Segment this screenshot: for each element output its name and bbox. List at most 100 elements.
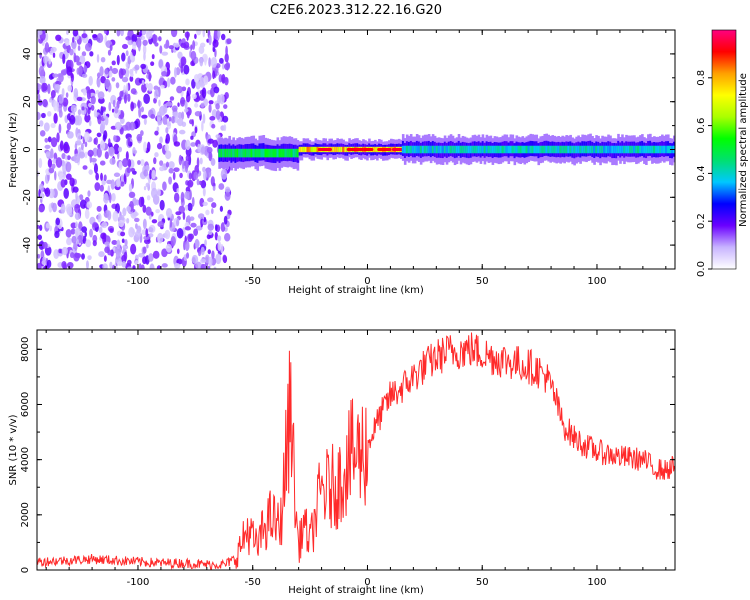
heatmap-cell bbox=[134, 259, 139, 266]
heatmap-cell bbox=[175, 211, 182, 216]
heatmap-cell bbox=[567, 145, 570, 154]
heatmap-cell bbox=[467, 145, 471, 154]
heatmap-cell bbox=[112, 99, 116, 108]
heatmap-cell bbox=[108, 101, 112, 112]
heatmap-cell bbox=[208, 151, 213, 162]
heatmap-cell bbox=[92, 223, 99, 228]
colorbar-label: Normalized spectral amplitude bbox=[738, 73, 749, 227]
heatmap-cell bbox=[121, 261, 127, 268]
heatmap-cell bbox=[143, 52, 146, 61]
heatmap-cell bbox=[160, 84, 165, 89]
heatmap-cell bbox=[258, 148, 262, 158]
heatmap-cell bbox=[70, 228, 76, 235]
heatmap-cell bbox=[154, 89, 159, 100]
heatmap-cell bbox=[549, 145, 553, 154]
heatmap-cell bbox=[180, 64, 184, 74]
heatmap-cell bbox=[607, 145, 610, 154]
heatmap-cell bbox=[185, 139, 191, 151]
heatmap-cell bbox=[90, 95, 96, 105]
heatmap-cell bbox=[220, 33, 226, 41]
heatmap-cell bbox=[61, 246, 68, 256]
heatmap-cell bbox=[151, 54, 155, 60]
spectrogram-heatmap bbox=[37, 30, 675, 269]
heatmap-cell bbox=[37, 111, 41, 121]
heatmap-cell bbox=[39, 75, 46, 85]
heatmap-cell bbox=[159, 199, 165, 211]
snr-plot-area bbox=[37, 330, 675, 570]
heatmap-cell bbox=[250, 148, 254, 158]
heatmap-cell bbox=[161, 51, 169, 56]
heatmap-cell bbox=[286, 148, 290, 158]
heatmap-cell bbox=[433, 145, 437, 154]
heatmap-cell bbox=[421, 145, 425, 154]
heatmap-cell bbox=[148, 253, 154, 262]
heatmap-cell bbox=[87, 106, 91, 115]
heatmap-cell bbox=[242, 148, 246, 158]
heatmap-cell bbox=[557, 145, 560, 154]
heatmap-cell bbox=[87, 255, 92, 261]
y-tick-label: 40 bbox=[22, 48, 33, 61]
heatmap-cell bbox=[109, 44, 113, 52]
heatmap-cell bbox=[156, 111, 162, 122]
heatmap-cell bbox=[479, 145, 483, 154]
heatmap-cell bbox=[126, 266, 133, 269]
heatmap-cell bbox=[126, 217, 130, 224]
heatmap-cell bbox=[130, 88, 137, 95]
heatmap-cell bbox=[605, 145, 608, 154]
heatmap-cell bbox=[47, 111, 52, 117]
heatmap-cell bbox=[143, 235, 150, 241]
heatmap-cell bbox=[101, 221, 108, 229]
heatmap-cell bbox=[124, 239, 128, 247]
colorbar-tick-label: 0.4 bbox=[696, 165, 707, 181]
heatmap-cell bbox=[127, 93, 131, 102]
colorbar-tick-label: 0.2 bbox=[696, 213, 707, 229]
heatmap-cell bbox=[165, 101, 173, 107]
heatmap-cell bbox=[70, 72, 74, 79]
heatmap-cell bbox=[126, 167, 132, 174]
heatmap-cell bbox=[168, 45, 174, 50]
heatmap-cell bbox=[599, 145, 602, 154]
heatmap-cell bbox=[44, 144, 51, 149]
heatmap-cell bbox=[334, 146, 337, 153]
heatmap-cell bbox=[615, 145, 618, 154]
snr-frame bbox=[36, 329, 676, 571]
heatmap-cell bbox=[109, 261, 113, 269]
heatmap-cell bbox=[427, 145, 431, 154]
heatmap-cell bbox=[487, 145, 491, 154]
heatmap-cell bbox=[543, 145, 547, 154]
heatmap-cell bbox=[72, 186, 79, 193]
heatmap-cell bbox=[164, 143, 169, 152]
heatmap-cell bbox=[161, 70, 168, 77]
heatmap-cell bbox=[103, 174, 107, 182]
heatmap-cell bbox=[77, 45, 81, 52]
heatmap-cell bbox=[104, 68, 109, 75]
heatmap-cell bbox=[292, 148, 296, 158]
heatmap-cell bbox=[94, 136, 98, 146]
heatmap-cell bbox=[114, 106, 119, 114]
heatmap-cell bbox=[81, 226, 88, 233]
heatmap-cell bbox=[130, 72, 134, 78]
heatmap-cell bbox=[58, 104, 62, 114]
heatmap-cell bbox=[210, 56, 218, 68]
heatmap-cell bbox=[82, 235, 87, 244]
heatmap-cell bbox=[102, 233, 107, 245]
heatmap-cell bbox=[181, 38, 186, 44]
heatmap-cell bbox=[377, 148, 386, 151]
heatmap-cell bbox=[215, 103, 220, 110]
heatmap-cell bbox=[70, 252, 75, 259]
heatmap-cell bbox=[254, 148, 258, 158]
chart-title: C2E6.2023.312.22.16.G20 bbox=[270, 3, 442, 18]
heatmap-cell bbox=[66, 122, 72, 131]
heatmap-cell bbox=[199, 42, 206, 48]
heatmap-cell bbox=[437, 145, 441, 154]
y-tick-label: 4000 bbox=[20, 447, 31, 472]
heatmap-cell bbox=[180, 56, 187, 67]
heatmap-cell bbox=[185, 78, 190, 86]
heatmap-cell bbox=[195, 30, 202, 36]
heatmap-cell bbox=[156, 142, 163, 150]
heatmap-cell bbox=[219, 57, 224, 64]
heatmap-cell bbox=[84, 141, 88, 148]
heatmap-cell bbox=[511, 145, 515, 154]
heatmap-cell bbox=[184, 99, 188, 110]
heatmap-cell bbox=[73, 88, 79, 98]
